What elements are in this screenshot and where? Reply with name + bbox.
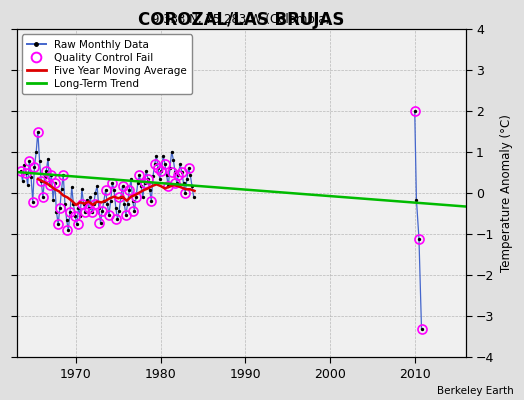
- Text: 9.333 N, 75.283 W (Colombia): 9.333 N, 75.283 W (Colombia): [152, 13, 330, 26]
- Text: Berkeley Earth: Berkeley Earth: [437, 386, 514, 396]
- Title: COROZAL/LAS BRUJAS: COROZAL/LAS BRUJAS: [138, 11, 344, 29]
- Legend: Raw Monthly Data, Quality Control Fail, Five Year Moving Average, Long-Term Tren: Raw Monthly Data, Quality Control Fail, …: [22, 34, 192, 94]
- Y-axis label: Temperature Anomaly (°C): Temperature Anomaly (°C): [500, 114, 513, 272]
